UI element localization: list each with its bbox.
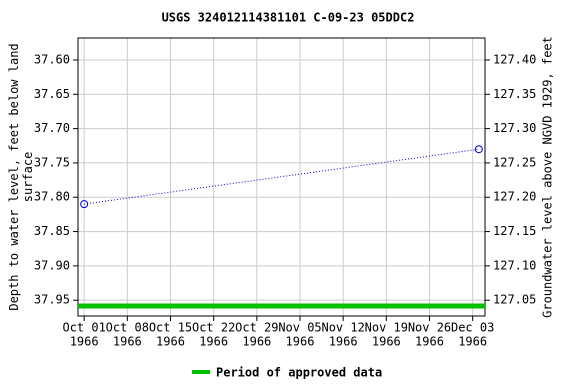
x-tick-label: 1966	[156, 335, 185, 349]
y2-axis-label: Groundwater level above NGVD 1929, feet	[541, 36, 555, 318]
y-tick-label: 37.70	[34, 121, 70, 135]
x-tick-label: 1966	[286, 335, 315, 349]
y-tick-label: 37.75	[34, 155, 70, 169]
y2-tick-label: 127.05	[493, 293, 536, 307]
data-line	[84, 148, 479, 205]
y-axis-label-line: surface	[21, 152, 35, 203]
y-axis-label: Depth to water level, feet below landsur…	[7, 43, 35, 310]
x-tick-label: Oct 01	[62, 321, 105, 335]
y2-tick-label: 127.30	[493, 121, 536, 135]
x-tick-label: Nov 12	[321, 321, 364, 335]
y2-tick-label: 127.15	[493, 224, 536, 238]
y2-tick-label: 127.35	[493, 87, 536, 101]
x-tick-label: 1966	[458, 335, 487, 349]
y-tick-label: 37.85	[34, 224, 70, 238]
y-tick-label: 37.80	[34, 190, 70, 204]
y2-tick-label: 127.20	[493, 190, 536, 204]
plot-frame	[77, 37, 486, 317]
y2-tick-label: 127.10	[493, 258, 536, 272]
legend-label: Period of approved data	[216, 366, 382, 380]
data-point	[80, 200, 89, 209]
x-tick-label: 1966	[199, 335, 228, 349]
x-tick-label: Dec 03	[451, 321, 494, 335]
y2-tick-label: 127.40	[493, 52, 536, 66]
x-tick-label: Oct 08	[106, 321, 149, 335]
x-tick-label: Nov 19	[365, 321, 408, 335]
x-tick-label: Oct 15	[149, 321, 192, 335]
data-point	[474, 145, 483, 154]
chart-title: USGS 324012114381101 C-09-23 05DDC2	[162, 11, 415, 25]
y-tick-label: 37.65	[34, 87, 70, 101]
x-tick-label: 1966	[329, 335, 358, 349]
y2-tick-label: 127.25	[493, 155, 536, 169]
y-tick-label: 37.60	[34, 52, 70, 66]
x-tick-label: Nov 05	[278, 321, 321, 335]
x-tick-label: 1966	[372, 335, 401, 349]
y-axis-label-line: Depth to water level, feet below land	[7, 43, 21, 310]
x-tick-label: 1966	[415, 335, 444, 349]
x-tick-label: 1966	[242, 335, 271, 349]
x-tick-label: Oct 22	[192, 321, 235, 335]
x-tick-label: 1966	[70, 335, 99, 349]
x-tick-label: Oct 29	[235, 321, 278, 335]
y-tick-label: 37.95	[34, 293, 70, 307]
y-tick-label: 37.90	[34, 258, 70, 272]
x-tick-label: 1966	[113, 335, 142, 349]
x-tick-label: Nov 26	[408, 321, 451, 335]
